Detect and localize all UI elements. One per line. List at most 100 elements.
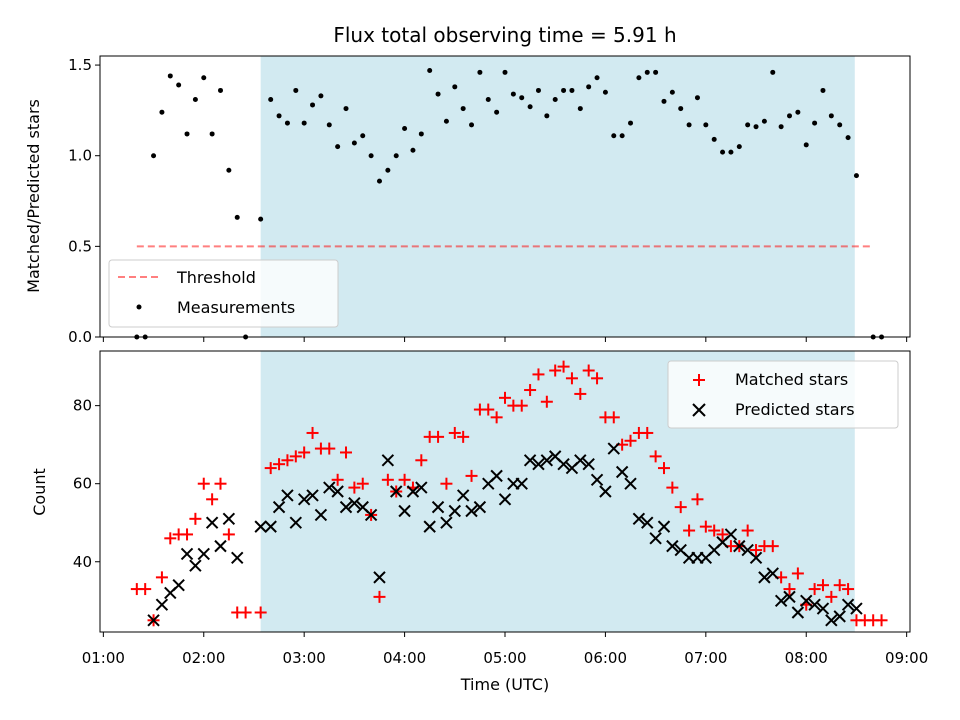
measurement-point — [217, 87, 223, 93]
y-tick-label: 0.0 — [68, 328, 92, 346]
measurement-point — [594, 75, 600, 81]
measurement-point — [853, 173, 859, 179]
predicted-star-point — [339, 500, 353, 514]
measurement-point — [544, 113, 550, 119]
predicted-star-point — [649, 532, 662, 545]
matched-star-point — [340, 446, 353, 459]
matched-star-point — [683, 524, 696, 537]
measurement-point — [586, 84, 592, 90]
measurement-point — [711, 136, 717, 142]
predicted-star-point — [264, 520, 277, 533]
predicted-star-point — [465, 504, 478, 518]
measurement-point — [720, 149, 726, 155]
y-tick-label: 1.0 — [68, 147, 92, 165]
measurement-point — [837, 122, 843, 128]
measurement-point — [527, 104, 533, 110]
matched-star-point — [699, 520, 712, 533]
measurement-point — [258, 216, 264, 222]
matched-star-point — [565, 372, 578, 385]
measurement-point — [435, 91, 441, 97]
predicted-star-point — [666, 539, 679, 553]
matched-star-point — [214, 477, 227, 490]
predicted-star-point — [448, 504, 462, 518]
predicted-star-point — [398, 504, 411, 518]
measurement-point — [510, 91, 516, 97]
predicted-star-point — [615, 465, 629, 479]
measurement-point — [184, 131, 190, 137]
measurement-point — [795, 109, 801, 115]
predicted-star-point — [373, 571, 386, 584]
matched-star-point — [254, 606, 267, 619]
predicted-star-point — [498, 493, 512, 506]
predicted-star-point — [632, 512, 646, 526]
matched-star-point — [432, 430, 445, 443]
measurement-point — [360, 133, 366, 139]
measurement-point — [343, 106, 349, 112]
predicted-star-point — [816, 602, 830, 615]
measurement-point — [368, 153, 374, 159]
x-tick-label: 09:00 — [885, 649, 928, 667]
predicted-star-point — [155, 598, 169, 611]
predicted-star-point — [800, 594, 813, 607]
predicted-star-point — [254, 520, 267, 533]
measurement-point — [351, 140, 357, 146]
measurement-point — [301, 120, 307, 126]
measurement-point — [728, 149, 734, 155]
predicted-stars-points — [147, 442, 863, 627]
matched-star-point — [674, 501, 687, 514]
matched-star-point — [264, 462, 277, 475]
matched-star-point — [490, 411, 503, 424]
matched-star-point — [649, 450, 662, 463]
predicted-star-point — [147, 614, 160, 627]
matched-star-point — [549, 364, 562, 377]
matched-star-point — [373, 590, 386, 603]
matched-star-point — [415, 454, 428, 467]
predicted-star-point — [774, 594, 788, 607]
measurement-point — [812, 120, 818, 126]
matched-star-point — [750, 544, 763, 557]
measurement-point — [535, 87, 541, 93]
measurement-point — [828, 113, 834, 119]
ratio-y-ticks: 0.0 0.5 1.0 1.5 — [68, 56, 100, 346]
predicted-star-point — [272, 500, 286, 514]
ratio-legend: Threshold Measurements — [108, 259, 339, 328]
measurement-point — [376, 178, 382, 184]
chart-title: Flux total observing time = 5.91 h — [333, 23, 676, 47]
measurement-point — [602, 89, 608, 95]
predicted-star-point — [205, 516, 219, 529]
measurement-point — [561, 87, 567, 93]
measurement-point — [310, 102, 316, 108]
measurement-point — [494, 109, 500, 115]
predicted-star-point — [624, 477, 637, 490]
matched-star-point — [808, 583, 821, 596]
measurement-point — [502, 69, 508, 75]
count-y-ticks: 40 60 80 — [73, 397, 100, 571]
time-x-ticks: 01:00 02:00 03:00 04:00 05:00 06:00 07:00 08:00… — [82, 632, 928, 667]
measurement-point — [192, 97, 198, 103]
predicted-star-point — [850, 602, 863, 615]
measurement-point — [845, 135, 851, 141]
measurement-point — [686, 122, 692, 128]
measurement-point — [577, 106, 583, 112]
x-tick-label: 05:00 — [483, 649, 526, 667]
predicted-star-point — [473, 500, 487, 514]
matched-star-point — [582, 364, 595, 377]
measurement-point — [778, 124, 784, 130]
measurement-point — [636, 75, 642, 81]
measurement-point — [167, 73, 173, 79]
predicted-star-point — [222, 512, 236, 526]
predicted-star-point — [523, 454, 537, 467]
measurements-legend-swatch — [136, 304, 142, 310]
matched-star-point — [741, 524, 754, 537]
x-tick-label: 07:00 — [684, 649, 727, 667]
x-tick-label: 03:00 — [283, 649, 326, 667]
measurement-point — [770, 69, 776, 75]
measurement-point — [569, 87, 575, 93]
x-tick-label: 02:00 — [182, 649, 225, 667]
predicted-star-point — [833, 610, 846, 623]
measurement-point — [234, 214, 240, 220]
predicted-star-point — [456, 489, 470, 502]
predicted-star-point — [783, 590, 796, 604]
matched-star-point — [331, 473, 344, 486]
